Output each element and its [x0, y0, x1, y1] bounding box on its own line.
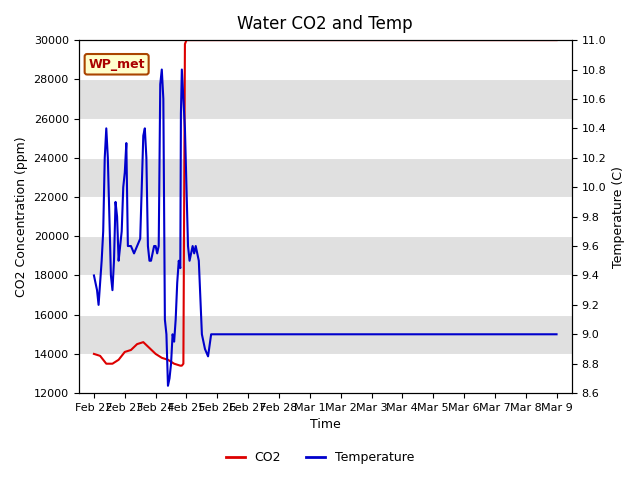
Bar [79, 158, 572, 197]
Bar [79, 79, 572, 119]
Bar [79, 197, 572, 236]
Y-axis label: CO2 Concentration (ppm): CO2 Concentration (ppm) [15, 136, 28, 297]
Text: WP_met: WP_met [88, 58, 145, 71]
X-axis label: Time: Time [310, 419, 340, 432]
Bar [79, 315, 572, 354]
Bar [79, 354, 572, 393]
Y-axis label: Temperature (C): Temperature (C) [612, 166, 625, 267]
Title: Water CO2 and Temp: Water CO2 and Temp [237, 15, 413, 33]
Legend: CO2, Temperature: CO2, Temperature [221, 446, 419, 469]
Bar [79, 276, 572, 315]
Bar [79, 236, 572, 276]
Bar [79, 119, 572, 158]
Bar [79, 40, 572, 79]
